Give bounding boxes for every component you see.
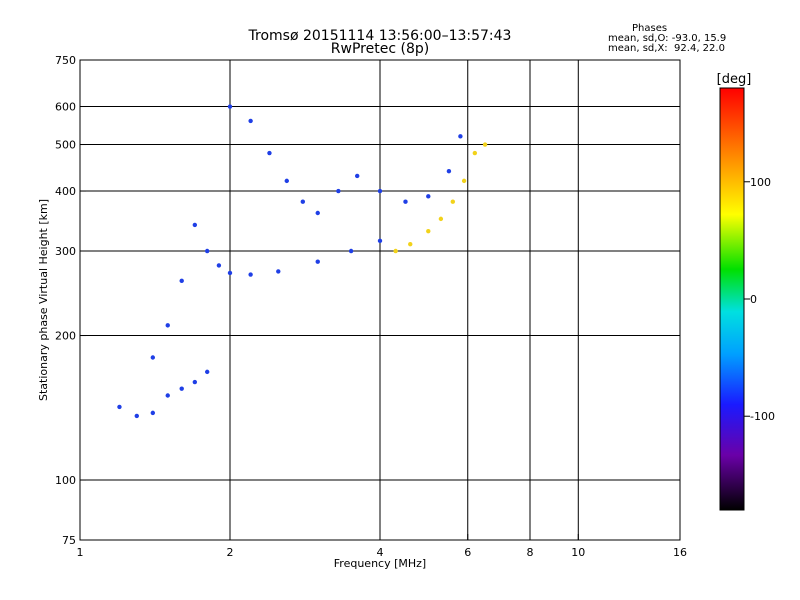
chart-title: Tromsø 20151114 13:56:00–13:57:43 (248, 28, 512, 44)
o-mode-point (204, 369, 210, 375)
chart-subtitle: RwPretec (8p) (330, 41, 430, 57)
o-mode-point (336, 188, 341, 194)
phase-heading: Phases (632, 23, 668, 34)
o-mode-point (117, 404, 122, 410)
colorbar-label: [deg] (717, 72, 752, 87)
colorbar-tick-label: -100 (750, 410, 775, 423)
x-mode-point (393, 248, 398, 254)
o-mode-point (227, 104, 233, 109)
o-mode-point (216, 263, 222, 268)
o-mode-point (276, 269, 281, 274)
o-mode-point (284, 178, 289, 184)
y-tick-label: 500 (55, 139, 76, 152)
x-tick-label: 16 (673, 546, 687, 559)
o-mode-point (179, 386, 184, 391)
y-tick-label: 75 (62, 534, 76, 547)
x-tick-label: 10 (571, 546, 585, 559)
o-mode-point (315, 259, 320, 264)
y-tick-label: 300 (55, 245, 76, 258)
phase-x-label: mean, sd,X: (608, 43, 668, 54)
x-mode-point (408, 241, 413, 247)
o-mode-point (458, 134, 463, 139)
colorbar-ticks: 100 0 -100 (744, 176, 775, 423)
o-mode-point (377, 188, 383, 194)
o-mode-point (192, 379, 198, 385)
x-mode-point (450, 199, 456, 204)
o-mode-point (426, 194, 431, 199)
o-mode-point (150, 355, 156, 360)
o-mode-point (134, 413, 139, 419)
colorbar (719, 87, 745, 511)
o-mode-point (150, 410, 156, 416)
ticks-layer: 1 2 4 6 8 10 16 75 100 200 300 400 500 600 750 (55, 54, 687, 559)
x-axis-label: Frequency [MHz] (334, 557, 426, 570)
o-mode-point (267, 150, 272, 156)
colorbar-tick-label: 0 (750, 293, 757, 306)
o-mode-point (315, 210, 320, 216)
colorbar-tick-label: 100 (750, 176, 771, 189)
phase-o-values: -93.0, 15.9 (671, 33, 727, 44)
o-mode-point (192, 222, 198, 228)
o-mode-point (354, 173, 360, 179)
x-mode-point (438, 216, 444, 222)
o-mode-point (377, 238, 383, 244)
o-mode-point (179, 278, 184, 284)
y-axis-label: Stationary phase Virtual Height [km] (37, 199, 50, 401)
x-mode-point (472, 150, 478, 156)
phase-o-label: mean, sd,O: (608, 33, 669, 44)
y-tick-label: 200 (55, 330, 76, 343)
x-tick-label: 2 (227, 546, 234, 559)
x-mode-point (482, 142, 488, 147)
y-tick-label: 100 (55, 474, 76, 487)
o-mode-point (248, 118, 253, 124)
o-mode-point (348, 248, 354, 254)
x-tick-label: 8 (527, 546, 534, 559)
y-tick-label: 750 (55, 54, 76, 67)
phase-x-line: mean, sd,X: 92.4, 22.0 (608, 43, 725, 54)
o-mode-point (300, 199, 306, 204)
x-tick-label: 4 (377, 546, 384, 559)
y-tick-label: 600 (55, 101, 76, 114)
y-tick-label: 400 (55, 185, 76, 198)
points-layer (117, 104, 488, 419)
grid-layer (80, 60, 680, 540)
phase-x-values: 92.4, 22.0 (674, 43, 725, 54)
o-mode-point (227, 270, 233, 276)
o-mode-point (446, 168, 452, 174)
phase-o-line: mean, sd,O: -93.0, 15.9 (608, 33, 726, 44)
x-mode-point (426, 228, 431, 234)
o-mode-point (165, 393, 170, 398)
o-mode-point (403, 199, 408, 204)
x-tick-label: 1 (77, 546, 84, 559)
o-mode-point (248, 272, 253, 277)
o-mode-point (204, 248, 210, 254)
x-mode-point (461, 178, 467, 184)
o-mode-point (165, 323, 170, 328)
x-tick-label: 6 (464, 546, 471, 559)
